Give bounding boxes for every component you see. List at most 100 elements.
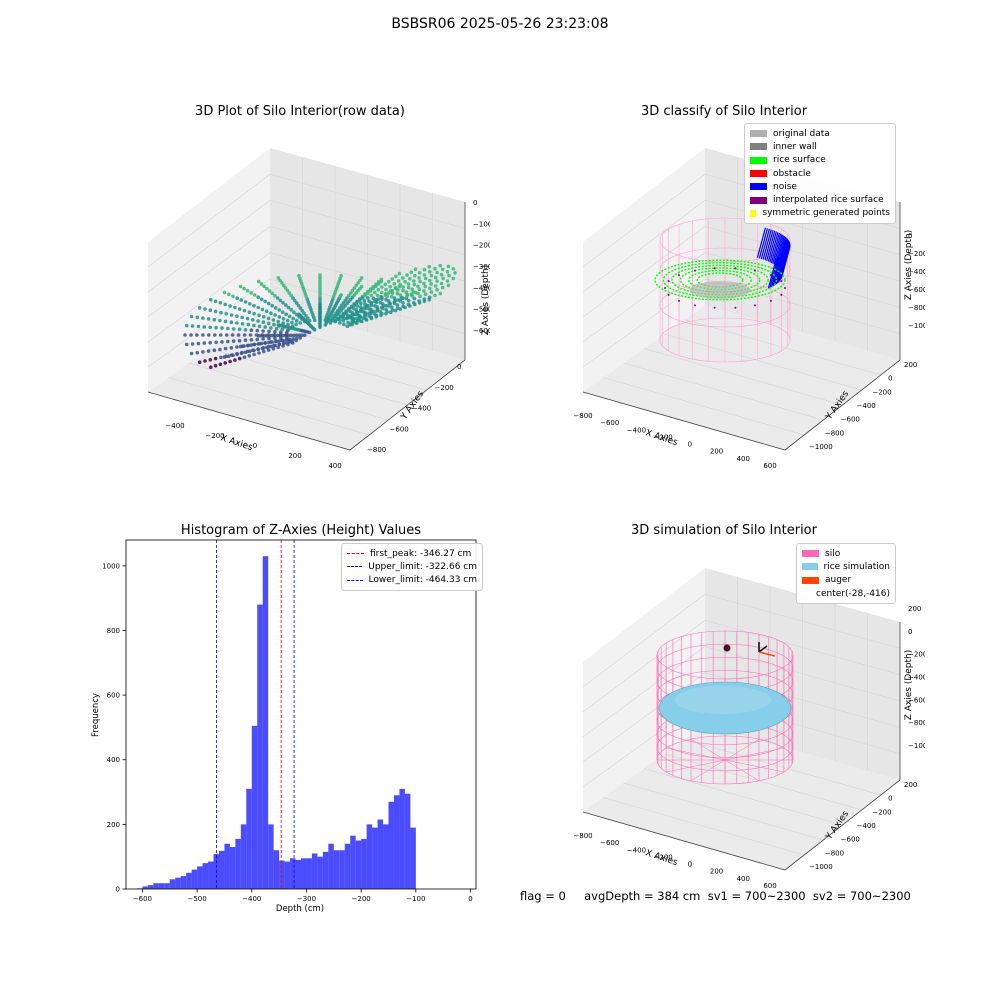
interpolated-point	[784, 287, 786, 289]
scatter-point	[292, 310, 296, 314]
scatter-point	[239, 351, 244, 355]
legend-item: center(-28,-416)	[802, 587, 890, 600]
scatter-point	[202, 325, 207, 329]
scatter-point	[413, 302, 417, 307]
scatter-point	[224, 333, 229, 337]
legend-label: first_peak: -346.27 cm	[370, 548, 472, 559]
scatter-point	[304, 313, 308, 318]
tick-label: 400	[737, 455, 750, 463]
scatter-point	[347, 293, 351, 298]
scatter-point	[207, 333, 211, 337]
scatter-point	[218, 301, 223, 305]
tick-label: −800	[573, 832, 592, 840]
scatter-point	[273, 333, 277, 338]
scatter-point	[406, 282, 411, 286]
scatter-point	[350, 288, 355, 293]
scatter-point	[291, 296, 295, 300]
tick-label: 200	[904, 361, 917, 369]
scatter-point	[302, 311, 306, 315]
scatter-point	[208, 308, 213, 312]
scatter-point	[242, 286, 246, 291]
scatter-point	[300, 333, 304, 337]
legend-swatch	[750, 156, 767, 164]
scatter-point	[371, 296, 376, 301]
legend-label: auger	[825, 575, 852, 586]
tick-label: −200	[872, 808, 891, 816]
tick-label: −800	[825, 429, 844, 437]
grid-line	[147, 173, 271, 268]
interpolated-point	[713, 267, 716, 270]
tick-label: 0	[473, 199, 477, 207]
scatter-point	[383, 293, 388, 297]
scatter-point	[406, 298, 411, 303]
scatter-point	[257, 351, 261, 355]
histogram-bar	[301, 858, 307, 889]
scatter-point	[260, 346, 265, 351]
tick-label: 0	[888, 795, 892, 803]
scatter-point	[261, 337, 265, 341]
scatter-point	[344, 310, 348, 314]
scatter-point	[395, 291, 400, 296]
scatter-point	[231, 294, 235, 299]
scatter-point	[297, 333, 302, 338]
histogram-bar	[410, 827, 416, 889]
histogram-axes: −600 −500 −400 −300 −200 −100 0 0 200 400 600 800 10…	[102, 539, 477, 903]
scatter-point	[318, 289, 322, 293]
scatter-point	[284, 303, 288, 307]
tick-label: −400	[908, 268, 925, 276]
noise-stroke	[767, 231, 777, 262]
interpolated-point	[713, 306, 716, 309]
scatter-point	[201, 333, 205, 337]
scatter-point	[233, 305, 237, 310]
scatter-point	[271, 346, 276, 351]
scatter-point	[273, 343, 277, 348]
legend-label: rice surface	[773, 155, 826, 166]
legend-label: silo	[825, 548, 841, 559]
scatter-point	[318, 283, 322, 288]
histogram-bar	[393, 795, 400, 889]
scatter-point	[235, 345, 239, 349]
scatter-point	[266, 348, 271, 352]
scatter-point	[286, 305, 291, 310]
scatter-point	[394, 274, 398, 279]
scatter-point	[272, 322, 276, 327]
scatter-point	[417, 276, 421, 280]
scatter-point	[213, 333, 217, 337]
scatter-point	[433, 275, 438, 280]
scatter-point	[396, 279, 401, 283]
grid-line	[684, 319, 881, 376]
scatter-point	[256, 334, 261, 338]
scatter-point	[451, 267, 456, 271]
scatter-point	[279, 330, 283, 334]
scatter-point	[273, 306, 278, 310]
scatter-point	[289, 293, 293, 298]
auger-axis	[758, 645, 768, 653]
histogram-bar	[202, 863, 209, 889]
tick-label: −200	[654, 853, 673, 861]
scatter-point	[249, 328, 254, 332]
grid-line	[623, 362, 824, 421]
scatter-point	[285, 288, 290, 293]
tick-label: −600	[473, 327, 490, 335]
scatter-point	[367, 307, 371, 311]
scatter-point	[289, 333, 293, 338]
tick-label: 600	[763, 882, 776, 890]
histogram-bar	[197, 866, 203, 889]
histogram-bar	[284, 861, 291, 889]
histogram-legend: first_peak: -346.27 cm Upper_limit: -322.…	[341, 543, 483, 591]
tick-label: −1000	[809, 443, 833, 451]
histogram-bar	[208, 861, 214, 889]
scatter-point	[278, 298, 283, 303]
x-tick-label: −500	[187, 895, 206, 903]
scatter-point	[396, 298, 401, 302]
histogram-bar	[257, 604, 263, 889]
legend-label: interpolated rice surface	[773, 195, 884, 206]
scatter-point	[256, 342, 260, 346]
scatter-point	[433, 266, 437, 271]
scatter-point	[356, 281, 360, 285]
scatter-point	[369, 316, 374, 321]
scatter-point	[281, 321, 285, 325]
scatter-point	[439, 281, 444, 286]
histogram-bar	[399, 788, 405, 889]
scatter-point	[401, 288, 405, 293]
